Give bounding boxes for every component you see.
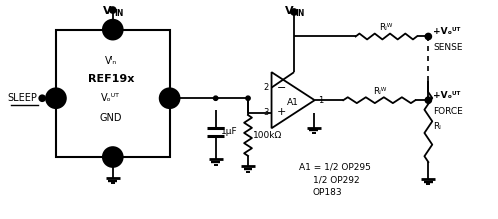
Text: GND: GND — [100, 113, 122, 123]
Text: 3: 3 — [263, 108, 268, 117]
Text: IN: IN — [295, 9, 304, 18]
Text: A1: A1 — [287, 98, 299, 107]
Text: +Vₒᵁᵀ: +Vₒᵁᵀ — [433, 91, 461, 100]
Text: IN: IN — [114, 9, 123, 18]
Text: Rₗᵂ: Rₗᵂ — [373, 87, 386, 96]
Text: 3: 3 — [53, 94, 59, 103]
Text: 2: 2 — [263, 83, 268, 92]
Circle shape — [246, 96, 250, 100]
Text: FORCE: FORCE — [433, 107, 463, 116]
Text: −: − — [276, 83, 286, 94]
Text: Vᴵₙ: Vᴵₙ — [105, 56, 117, 66]
Text: SENSE: SENSE — [433, 43, 463, 52]
Text: 1: 1 — [318, 96, 323, 105]
Text: +Vₒᵁᵀ: +Vₒᵁᵀ — [433, 28, 461, 37]
Text: 100kΩ: 100kΩ — [253, 131, 282, 140]
Text: 6: 6 — [167, 94, 172, 103]
Text: Vₒᵁᵀ: Vₒᵁᵀ — [102, 93, 120, 103]
Text: 2: 2 — [110, 25, 116, 34]
Circle shape — [103, 20, 123, 39]
Circle shape — [103, 147, 123, 167]
Text: A1 = 1/2 OP295: A1 = 1/2 OP295 — [299, 162, 371, 171]
Circle shape — [214, 96, 218, 100]
Circle shape — [110, 7, 116, 13]
Bar — [56, 30, 170, 157]
Circle shape — [160, 88, 179, 108]
Text: V: V — [284, 6, 293, 16]
Text: REF19x: REF19x — [88, 74, 134, 84]
Text: Rₗ: Rₗ — [433, 122, 441, 131]
Text: +: + — [276, 107, 286, 117]
Circle shape — [425, 34, 431, 39]
Text: Rₗᵂ: Rₗᵂ — [379, 23, 393, 32]
Text: SLEEP: SLEEP — [7, 93, 37, 103]
Text: OP183: OP183 — [313, 188, 342, 197]
Circle shape — [39, 95, 45, 101]
Circle shape — [46, 88, 66, 108]
Circle shape — [291, 9, 297, 15]
Text: V: V — [103, 6, 112, 16]
Text: 1μF: 1μF — [221, 127, 237, 136]
Circle shape — [425, 97, 431, 103]
Text: 1/2 OP292: 1/2 OP292 — [313, 175, 360, 184]
Text: 4: 4 — [110, 152, 116, 162]
